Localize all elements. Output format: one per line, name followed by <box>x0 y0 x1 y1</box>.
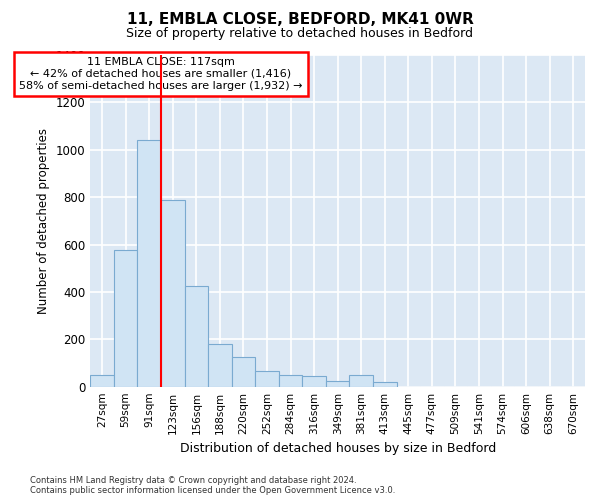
Bar <box>255 372 279 386</box>
Text: 11, EMBLA CLOSE, BEDFORD, MK41 0WR: 11, EMBLA CLOSE, BEDFORD, MK41 0WR <box>127 12 473 28</box>
Bar <box>114 250 137 386</box>
Text: Contains HM Land Registry data © Crown copyright and database right 2024.
Contai: Contains HM Land Registry data © Crown c… <box>30 476 395 495</box>
Y-axis label: Number of detached properties: Number of detached properties <box>37 128 50 314</box>
Bar <box>208 344 232 387</box>
X-axis label: Distribution of detached houses by size in Bedford: Distribution of detached houses by size … <box>179 442 496 455</box>
Bar <box>137 140 161 386</box>
Bar <box>279 376 302 386</box>
Text: Size of property relative to detached houses in Bedford: Size of property relative to detached ho… <box>127 28 473 40</box>
Text: 11 EMBLA CLOSE: 117sqm
← 42% of detached houses are smaller (1,416)
58% of semi-: 11 EMBLA CLOSE: 117sqm ← 42% of detached… <box>19 58 303 90</box>
Bar <box>302 376 326 386</box>
Bar <box>232 357 255 386</box>
Bar <box>373 382 397 386</box>
Bar <box>185 286 208 386</box>
Bar <box>349 376 373 386</box>
Bar <box>91 376 114 386</box>
Bar <box>326 382 349 386</box>
Bar <box>161 200 185 386</box>
